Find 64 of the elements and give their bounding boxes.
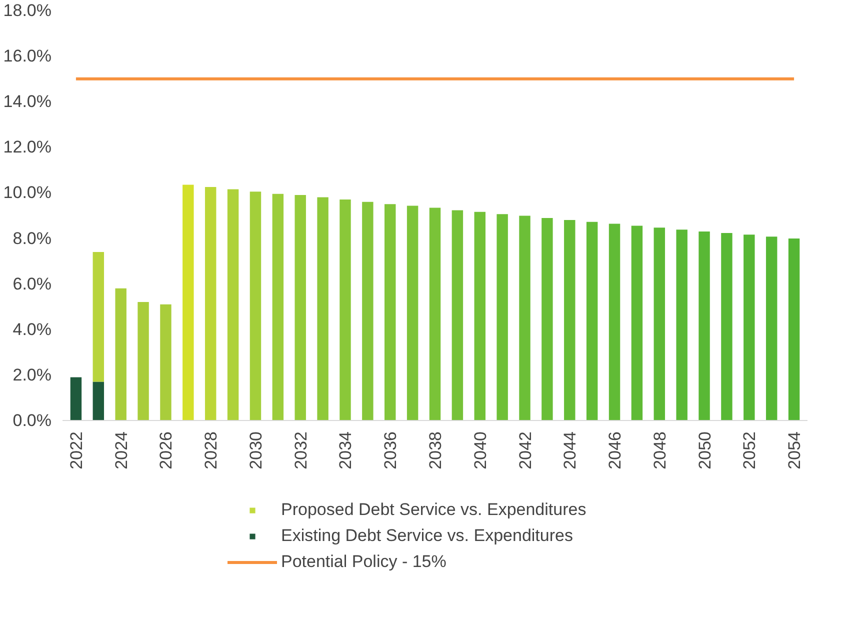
- y-tick-label: 10.0%: [3, 183, 52, 202]
- y-tick-label: 14.0%: [3, 92, 52, 112]
- bar: [362, 202, 374, 420]
- bar: [474, 212, 486, 420]
- bar: [631, 226, 643, 420]
- x-tick-label: 2032: [291, 431, 310, 470]
- bar: [766, 236, 778, 420]
- bar: [115, 288, 126, 420]
- bar: [698, 231, 710, 420]
- bar: [744, 234, 755, 420]
- x-tick-label: 2050: [695, 431, 714, 470]
- bar: [586, 222, 598, 420]
- y-tick-label: 16.0%: [3, 46, 52, 66]
- y-tick-label: 12.0%: [3, 138, 52, 157]
- x-tick-label: 2052: [740, 431, 760, 470]
- x-tick-label: 2028: [202, 431, 221, 470]
- legend-label: Potential Policy - 15%: [281, 552, 446, 572]
- y-tick-label: 18.0%: [3, 1, 52, 20]
- bar: [70, 377, 82, 420]
- y-tick-label: 0.0%: [12, 411, 52, 430]
- bar: [406, 206, 418, 420]
- x-tick-label: 2054: [785, 431, 804, 470]
- bar: [317, 197, 328, 420]
- x-tick-label: 2042: [516, 431, 535, 470]
- bar: [182, 184, 194, 420]
- x-tick-label: 2044: [560, 431, 580, 470]
- bar: [227, 189, 239, 420]
- bar: [608, 224, 620, 420]
- x-tick-label: 2030: [246, 431, 266, 470]
- bar: [294, 195, 306, 420]
- x-tick-label: 2022: [66, 431, 86, 470]
- x-tick-label: 2046: [606, 431, 625, 470]
- x-tick-label: 2040: [470, 431, 490, 470]
- bar: [138, 302, 149, 420]
- x-tick-label: 2036: [381, 431, 400, 470]
- bar: [429, 208, 441, 420]
- y-tick-label: 2.0%: [12, 365, 52, 384]
- bar: [519, 216, 530, 420]
- bar: [384, 204, 396, 420]
- bar: [272, 194, 284, 420]
- bar: [452, 210, 464, 420]
- y-tick-label: 4.0%: [12, 320, 52, 339]
- x-tick-label: 2024: [112, 431, 131, 470]
- bar: [496, 214, 508, 420]
- x-tick-label: 2034: [336, 431, 356, 470]
- bar: [564, 220, 576, 420]
- bar: [250, 192, 262, 420]
- legend-label: Proposed Debt Service vs. Expenditures: [281, 500, 586, 520]
- y-tick-label: 8.0%: [12, 228, 52, 248]
- bar: [340, 200, 351, 420]
- bar: [721, 233, 732, 420]
- y-tick-label: 6.0%: [12, 274, 52, 294]
- bar: [654, 228, 666, 420]
- bar: [204, 187, 216, 420]
- bar: [676, 230, 688, 420]
- x-tick-label: 2026: [156, 431, 176, 470]
- bar: [542, 218, 553, 420]
- bar: [788, 238, 800, 420]
- bar: [160, 304, 172, 420]
- x-tick-label: 2048: [650, 431, 670, 470]
- x-tick-label: 2038: [426, 431, 445, 470]
- bar: [92, 252, 104, 382]
- bar: [92, 382, 104, 420]
- legend-label: Existing Debt Service vs. Expenditures: [281, 526, 573, 546]
